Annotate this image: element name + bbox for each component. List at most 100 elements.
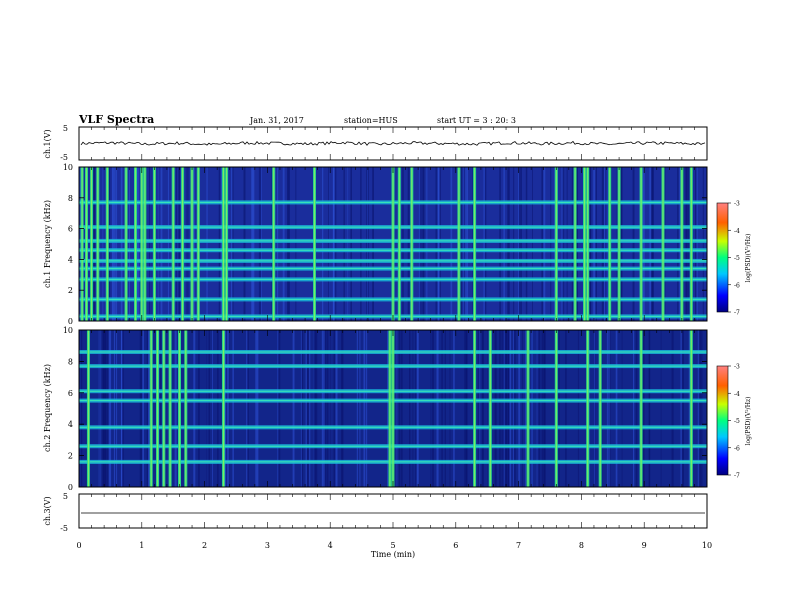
texture-column xyxy=(660,330,662,487)
texture-column xyxy=(261,167,262,321)
texture-column xyxy=(103,330,104,487)
texture-column xyxy=(259,167,261,321)
texture-column xyxy=(99,330,101,487)
texture-column xyxy=(271,167,273,321)
texture-column xyxy=(649,167,652,321)
texture-column xyxy=(518,167,519,321)
texture-column xyxy=(499,167,501,321)
texture-column xyxy=(439,167,441,321)
ch1-colorbar-tick-label: -7 xyxy=(734,310,740,317)
texture-column xyxy=(224,330,226,487)
texture-column xyxy=(701,330,703,487)
texture-column xyxy=(347,167,349,321)
texture-column xyxy=(615,330,618,487)
x-tick-label: 2 xyxy=(202,541,207,550)
texture-column xyxy=(642,330,645,487)
texture-column xyxy=(685,167,687,321)
texture-column xyxy=(543,330,545,487)
texture-column xyxy=(122,330,124,487)
texture-column xyxy=(322,167,324,321)
texture-column xyxy=(292,330,295,487)
texture-column xyxy=(301,330,304,487)
ch2-colorbar-tick-label: -6 xyxy=(734,445,740,452)
ch1-ytick-top: 5 xyxy=(63,124,68,133)
texture-column xyxy=(503,330,505,487)
texture-column xyxy=(463,167,464,321)
texture-column xyxy=(102,330,105,487)
texture-column xyxy=(620,167,623,321)
x-tick-label: 5 xyxy=(390,541,395,550)
texture-column xyxy=(121,167,123,321)
texture-column xyxy=(92,167,95,321)
texture-column xyxy=(219,167,221,321)
ch1-spectrogram-panel: 0 2 4 6 8 10 ch.1 Frequency (kHz) xyxy=(43,163,708,326)
texture-column xyxy=(387,330,389,487)
texture-column xyxy=(257,330,259,487)
texture-column xyxy=(212,330,213,487)
texture-column xyxy=(113,330,116,487)
ch2-ytick-label: 2 xyxy=(68,452,73,461)
texture-column xyxy=(608,330,610,487)
texture-column xyxy=(422,167,424,321)
texture-column xyxy=(79,167,81,321)
texture-column xyxy=(255,330,258,487)
x-tick-label: 10 xyxy=(702,541,712,550)
texture-column xyxy=(441,330,443,487)
ch1-colorbar-tick-label: -5 xyxy=(734,255,740,262)
ch1-ytick-label: 2 xyxy=(68,286,73,295)
texture-column xyxy=(558,330,560,487)
texture-column xyxy=(277,330,278,487)
texture-column xyxy=(217,330,219,487)
texture-column xyxy=(513,330,514,487)
texture-column xyxy=(128,167,130,321)
texture-column xyxy=(360,167,362,321)
texture-column xyxy=(432,330,434,487)
ch2-colorbar-label: log(PSD)(V²/Hz) xyxy=(745,397,752,446)
texture-column xyxy=(306,330,309,487)
texture-column xyxy=(699,330,702,487)
texture-column xyxy=(435,167,438,321)
texture-column xyxy=(632,167,635,321)
texture-column xyxy=(277,167,279,321)
texture-column xyxy=(220,167,222,321)
texture-column xyxy=(282,167,285,321)
texture-column xyxy=(680,330,683,487)
texture-column xyxy=(465,330,468,487)
ch1-ytick-label: 4 xyxy=(68,255,73,264)
x-tick-label: 3 xyxy=(265,541,270,550)
texture-column xyxy=(671,330,674,487)
texture-column xyxy=(532,167,533,321)
texture-column xyxy=(418,167,420,321)
texture-column xyxy=(430,330,432,487)
x-tick-label: 0 xyxy=(76,541,81,550)
texture-column xyxy=(601,167,604,321)
texture-column xyxy=(159,330,161,487)
texture-column xyxy=(148,330,150,487)
texture-column xyxy=(287,167,289,321)
texture-column xyxy=(686,167,688,321)
texture-column xyxy=(412,330,414,487)
texture-column xyxy=(606,330,609,487)
texture-column xyxy=(367,167,369,321)
ch1-spectrogram-marks xyxy=(79,167,707,321)
texture-column xyxy=(520,167,522,321)
texture-column xyxy=(218,167,220,321)
texture-column xyxy=(176,167,177,321)
texture-column xyxy=(221,167,223,321)
texture-column xyxy=(577,330,579,487)
texture-column xyxy=(324,330,327,487)
texture-column xyxy=(112,167,114,321)
texture-column xyxy=(193,330,196,487)
texture-column xyxy=(104,330,107,487)
texture-column xyxy=(460,167,463,321)
texture-column xyxy=(81,330,83,487)
texture-column xyxy=(328,167,330,321)
texture-column xyxy=(113,167,116,321)
texture-column xyxy=(243,167,246,321)
ch1-ytick-label: 0 xyxy=(68,317,73,326)
texture-column xyxy=(335,330,338,487)
texture-column xyxy=(648,330,650,487)
ch1-waveform-line xyxy=(80,140,706,146)
texture-column xyxy=(509,330,512,487)
texture-column xyxy=(562,167,565,321)
